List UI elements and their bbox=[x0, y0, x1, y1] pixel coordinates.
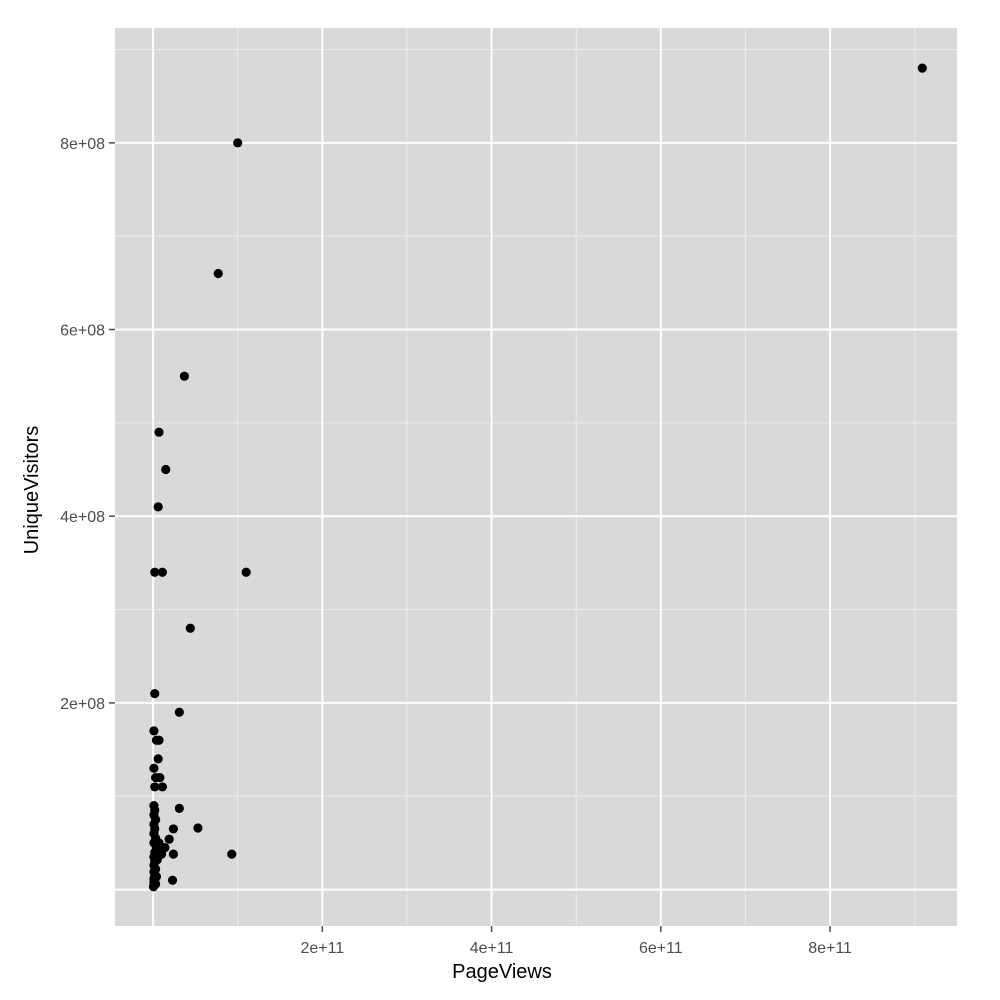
x-tick-label: 4e+11 bbox=[470, 940, 514, 957]
data-point bbox=[174, 803, 184, 813]
y-axis-title: UniqueVisitors bbox=[21, 426, 43, 555]
data-point bbox=[213, 268, 223, 279]
data-point bbox=[149, 763, 159, 773]
x-axis-title: PageViews bbox=[452, 961, 552, 983]
data-point bbox=[233, 138, 243, 148]
data-point bbox=[168, 849, 178, 859]
x-tick-label: 6e+11 bbox=[639, 940, 683, 957]
data-point bbox=[161, 464, 171, 475]
data-point bbox=[167, 875, 178, 885]
data-points bbox=[148, 63, 927, 892]
data-point bbox=[157, 782, 167, 792]
data-point bbox=[155, 772, 165, 783]
x-axis: 2e+11 4e+11 6e+11 8e+11 bbox=[300, 926, 852, 957]
grid-minor bbox=[115, 28, 957, 926]
data-point bbox=[241, 567, 251, 577]
data-point bbox=[149, 726, 159, 736]
x-tick-label: 2e+11 bbox=[300, 940, 344, 957]
data-point bbox=[185, 623, 195, 633]
y-tick-label: 8e+08 bbox=[60, 136, 105, 153]
data-point bbox=[164, 834, 174, 844]
data-point bbox=[193, 823, 203, 833]
y-tick-label: 2e+08 bbox=[60, 696, 105, 713]
x-tick-label: 8e+11 bbox=[808, 940, 852, 957]
data-point bbox=[153, 754, 163, 764]
data-point bbox=[174, 707, 184, 717]
data-point bbox=[150, 567, 160, 577]
data-point bbox=[150, 782, 160, 792]
y-tick-label: 6e+08 bbox=[60, 323, 105, 340]
data-point bbox=[157, 567, 167, 577]
data-point bbox=[154, 427, 164, 437]
y-tick-label: 4e+08 bbox=[60, 509, 105, 526]
plot-panel bbox=[115, 28, 957, 926]
y-axis: 2e+08 4e+08 6e+08 8e+08 bbox=[60, 136, 115, 713]
data-point bbox=[917, 63, 927, 73]
data-point bbox=[227, 849, 237, 859]
data-point bbox=[154, 735, 164, 745]
data-point bbox=[168, 824, 178, 834]
data-point bbox=[150, 688, 160, 699]
data-point bbox=[153, 502, 163, 512]
data-point bbox=[148, 882, 159, 892]
data-point bbox=[179, 371, 189, 381]
